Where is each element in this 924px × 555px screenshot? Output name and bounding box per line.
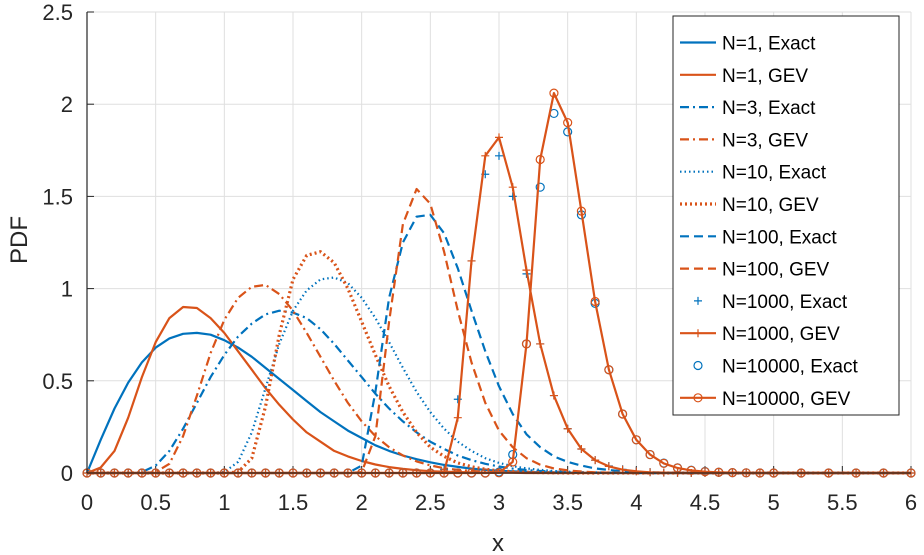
data-point-plus <box>495 151 503 160</box>
data-point-plus <box>549 391 558 400</box>
x-tick-label: 1 <box>218 490 230 515</box>
legend-marker <box>693 393 703 403</box>
data-point-plus <box>591 456 600 465</box>
x-tick-label: 3.5 <box>552 490 583 515</box>
legend-label: N=1, GEV <box>722 66 808 87</box>
y-tick-label: 1.5 <box>42 184 73 209</box>
axes <box>86 12 911 474</box>
data-point-circle <box>576 206 587 216</box>
legend-item: N=3, Exact <box>680 98 816 119</box>
x-tick-label: 2 <box>356 490 368 515</box>
data-point-plus <box>481 151 490 160</box>
data-point-circle <box>604 365 614 375</box>
data-point-plus <box>495 133 503 142</box>
data-point-circle <box>590 296 600 307</box>
data-point-plus <box>522 266 531 275</box>
data-point-circle <box>535 154 545 165</box>
data-point-circle <box>617 409 628 419</box>
data-point-circle <box>508 457 518 467</box>
legend-label: N=3, Exact <box>722 98 816 119</box>
x-tick-label: 5 <box>768 490 780 515</box>
x-tick-label: 6 <box>905 490 917 515</box>
x-tick-label: 4 <box>630 490 642 515</box>
legend-item: N=100, GEV <box>680 260 830 281</box>
data-point-circle <box>521 339 532 349</box>
data-point-plus <box>604 462 613 471</box>
data-point-plus <box>536 339 545 348</box>
data-point-circle <box>549 88 559 98</box>
legend-label: N=10, GEV <box>722 195 819 216</box>
data-point-circle <box>645 449 655 460</box>
legend-label: N=10000, GEV <box>722 389 851 410</box>
legend: N=1, Exact N=1, GEV N=3, Exact N=3, GEV N=10… <box>672 15 900 416</box>
legend-label: N=3, GEV <box>722 130 808 151</box>
x-tick-label: 4.5 <box>690 490 721 515</box>
y-tick-labels: 0 0.5 1 1.5 2 2.5 <box>42 0 73 486</box>
legend-item: N=10, GEV <box>680 195 819 216</box>
data-point-plus <box>453 413 462 422</box>
data-point-circle <box>714 467 724 477</box>
legend-label: N=100, GEV <box>722 260 830 281</box>
legend-item: N=1, Exact <box>680 34 816 55</box>
x-tick-label: 2.5 <box>415 490 446 515</box>
y-axis-title: PDF <box>6 216 33 264</box>
data-point-circle <box>672 463 683 473</box>
legend-marker <box>693 360 703 371</box>
data-point-circle <box>563 118 573 128</box>
x-tick-labels: 0 0.5 1 1.5 2 2.5 3 3.5 4 4.5 5 5.5 6 <box>81 490 917 515</box>
legend-item: N=10000, GEV <box>680 389 851 410</box>
y-tick-label: 2 <box>61 92 73 117</box>
data-point-circle <box>535 182 545 192</box>
x-tick-label: 0 <box>81 490 93 515</box>
legend-item: N=1000, Exact <box>694 292 848 313</box>
y-tick-label: 1 <box>61 277 73 302</box>
data-point-plus <box>646 468 655 477</box>
legend-item: N=100, Exact <box>680 227 837 248</box>
y-tick-label: 0.5 <box>42 369 73 394</box>
data-point-circle <box>659 458 669 469</box>
legend-label: N=1000, GEV <box>722 324 840 345</box>
data-point-circle <box>631 435 641 445</box>
y-tick-label: 0 <box>61 461 73 486</box>
series-line <box>87 283 911 475</box>
legend-item: N=1000, GEV <box>680 324 840 345</box>
x-axis-title: x <box>492 530 504 555</box>
legend-item: N=10, Exact <box>680 163 827 184</box>
x-tick-label: 5.5 <box>827 490 858 515</box>
data-point-plus <box>467 256 476 265</box>
legend-item: N=1, GEV <box>680 66 808 87</box>
legend-label: N=100, Exact <box>722 227 837 248</box>
x-tick-label: 1.5 <box>278 490 309 515</box>
legend-label: N=1, Exact <box>722 34 816 55</box>
data-point-plus <box>508 183 517 192</box>
legend-label: N=1000, Exact <box>722 292 848 313</box>
legend-marker <box>694 329 702 338</box>
legend-box <box>672 15 900 416</box>
y-tick-label: 2.5 <box>42 0 73 25</box>
legend-item: N=10000, Exact <box>693 357 858 378</box>
data-point-circle <box>686 465 696 476</box>
x-tick-label: 3 <box>493 490 505 515</box>
data-point-plus <box>577 445 586 454</box>
data-point-plus <box>618 465 627 474</box>
legend-label: N=10000, Exact <box>722 357 858 378</box>
legend-label: N=10, Exact <box>722 163 827 184</box>
series-n-3-gev <box>87 283 911 475</box>
data-point-plus <box>563 424 572 433</box>
x-tick-label: 0.5 <box>140 490 171 515</box>
data-point-plus <box>632 467 641 476</box>
data-point-circle <box>700 467 710 477</box>
legend-marker <box>694 296 702 305</box>
legend-item: N=3, GEV <box>680 130 808 151</box>
